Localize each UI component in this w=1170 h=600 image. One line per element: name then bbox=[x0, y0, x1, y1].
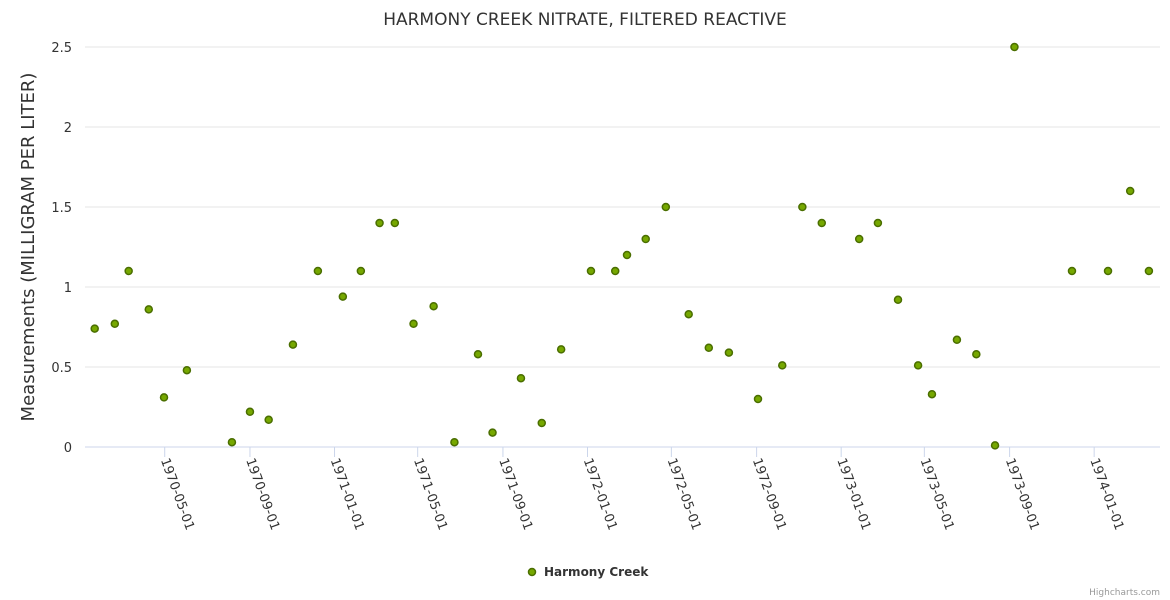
x-tick-label: 1973-01-01 bbox=[833, 456, 873, 532]
data-point[interactable] bbox=[1144, 266, 1154, 276]
data-point[interactable] bbox=[972, 349, 981, 359]
data-point[interactable] bbox=[124, 266, 133, 276]
data-point[interactable] bbox=[1103, 266, 1113, 276]
y-tick-label: 0 bbox=[64, 441, 72, 456]
data-point[interactable] bbox=[990, 441, 1000, 450]
data-point[interactable] bbox=[556, 345, 566, 354]
x-tick-label: 1972-05-01 bbox=[664, 456, 704, 532]
data-point[interactable] bbox=[1010, 42, 1019, 52]
data-point[interactable] bbox=[516, 373, 526, 383]
data-point[interactable] bbox=[641, 234, 650, 244]
data-point[interactable] bbox=[1067, 266, 1077, 276]
x-tick-label: 1970-09-01 bbox=[242, 456, 282, 532]
data-point[interactable] bbox=[537, 418, 547, 428]
y-tick-label: 2 bbox=[64, 121, 72, 136]
data-point[interactable] bbox=[873, 218, 883, 228]
y-tick-label: 2.5 bbox=[51, 41, 72, 56]
data-point[interactable] bbox=[913, 361, 923, 370]
data-point[interactable] bbox=[288, 340, 298, 349]
legend-marker bbox=[527, 567, 537, 577]
x-tick-label: 1973-09-01 bbox=[1002, 456, 1042, 532]
legend-item[interactable]: Harmony Creek bbox=[527, 565, 650, 579]
x-tick-label: 1971-09-01 bbox=[495, 456, 535, 532]
data-point[interactable] bbox=[684, 309, 693, 319]
data-point[interactable] bbox=[952, 335, 962, 345]
data-point[interactable] bbox=[610, 266, 620, 276]
data-point[interactable] bbox=[488, 428, 497, 437]
data-point[interactable] bbox=[182, 365, 192, 375]
data-point[interactable] bbox=[227, 437, 237, 447]
data-point[interactable] bbox=[144, 305, 154, 314]
data-point[interactable] bbox=[264, 415, 273, 425]
data-point[interactable] bbox=[409, 319, 418, 329]
data-point[interactable] bbox=[586, 266, 596, 276]
data-point[interactable] bbox=[159, 393, 169, 402]
y-tick-label: 1 bbox=[64, 281, 72, 296]
data-point[interactable] bbox=[90, 324, 99, 333]
data-point[interactable] bbox=[1125, 186, 1135, 196]
chart-title: HARMONY CREEK NITRATE, FILTERED REACTIVE bbox=[383, 10, 787, 30]
data-point[interactable] bbox=[817, 218, 827, 228]
x-tick-label: 1974-01-01 bbox=[1086, 456, 1126, 532]
data-point[interactable] bbox=[245, 407, 255, 417]
y-axis-label: Measurements (MILLIGRAM PER LITER) bbox=[18, 73, 39, 422]
data-point[interactable] bbox=[704, 343, 714, 353]
x-tick-label: 1970-05-01 bbox=[157, 456, 197, 532]
x-tick-label: 1972-09-01 bbox=[749, 456, 789, 532]
data-point[interactable] bbox=[110, 319, 120, 329]
data-point[interactable] bbox=[778, 361, 787, 370]
data-point[interactable] bbox=[798, 202, 807, 212]
credits-link[interactable]: Highcharts.com bbox=[1089, 588, 1160, 598]
data-point[interactable] bbox=[429, 301, 438, 311]
y-tick-label: 0.5 bbox=[51, 361, 72, 376]
y-tick-label: 1.5 bbox=[51, 201, 72, 216]
x-tick-label: 1972-01-01 bbox=[580, 456, 620, 532]
data-point[interactable] bbox=[375, 218, 384, 228]
data-point[interactable] bbox=[450, 437, 459, 447]
x-tick-label: 1971-05-01 bbox=[410, 456, 450, 532]
data-point[interactable] bbox=[724, 348, 734, 357]
data-point[interactable] bbox=[854, 234, 864, 244]
data-point[interactable] bbox=[390, 218, 400, 228]
data-point[interactable] bbox=[356, 266, 366, 276]
data-point[interactable] bbox=[338, 292, 348, 301]
data-point[interactable] bbox=[753, 394, 763, 404]
data-point[interactable] bbox=[473, 349, 483, 359]
data-point[interactable] bbox=[927, 389, 937, 399]
data-point[interactable] bbox=[622, 250, 632, 260]
data-point[interactable] bbox=[661, 202, 671, 212]
data-point[interactable] bbox=[313, 266, 323, 276]
legend-label: Harmony Creek bbox=[544, 565, 649, 579]
data-point[interactable] bbox=[893, 295, 903, 305]
x-tick-label: 1971-01-01 bbox=[327, 456, 367, 532]
x-tick-label: 1973-05-01 bbox=[917, 456, 957, 532]
